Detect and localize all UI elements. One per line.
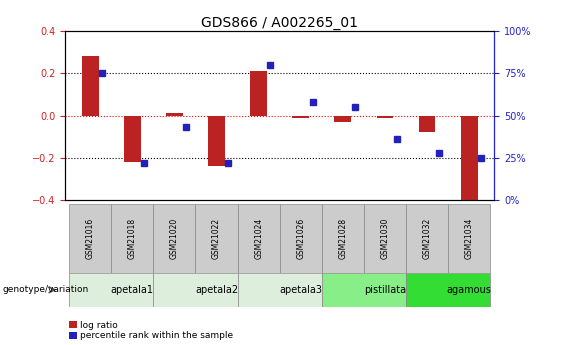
Bar [280, 204, 322, 273]
Bar [292, 116, 309, 118]
Text: apetala2: apetala2 [195, 285, 238, 295]
Text: GSM21020: GSM21020 [170, 217, 179, 259]
Text: GSM21026: GSM21026 [296, 217, 305, 259]
Text: GSM21018: GSM21018 [128, 217, 137, 259]
Text: GSM21016: GSM21016 [86, 217, 95, 259]
Bar [406, 204, 448, 273]
Bar [124, 116, 141, 162]
Bar [250, 71, 267, 116]
Bar [364, 204, 406, 273]
Bar [334, 116, 351, 122]
Text: GSM21028: GSM21028 [338, 217, 347, 259]
Bar [376, 116, 393, 118]
Bar [419, 116, 436, 132]
Text: agamous: agamous [447, 285, 492, 295]
Bar [166, 114, 183, 116]
Text: GSM21034: GSM21034 [464, 217, 473, 259]
Text: apetala3: apetala3 [279, 285, 322, 295]
Bar [322, 204, 364, 273]
Bar [448, 204, 490, 273]
Title: GDS866 / A002265_01: GDS866 / A002265_01 [201, 16, 358, 30]
Text: genotype/variation: genotype/variation [3, 285, 89, 294]
Text: GSM21022: GSM21022 [212, 217, 221, 259]
Text: GSM21030: GSM21030 [380, 217, 389, 259]
Bar [460, 116, 477, 208]
Text: GSM21024: GSM21024 [254, 217, 263, 259]
Bar [208, 116, 225, 166]
Bar [322, 273, 406, 307]
Bar [69, 204, 111, 273]
Text: apetala1: apetala1 [111, 285, 154, 295]
Bar [406, 273, 490, 307]
Bar [237, 204, 280, 273]
Bar [195, 204, 237, 273]
Bar [153, 273, 237, 307]
Bar [153, 204, 195, 273]
Bar [111, 204, 153, 273]
Text: GSM21032: GSM21032 [423, 217, 432, 259]
Text: pistillata: pistillata [364, 285, 406, 295]
Bar [69, 273, 153, 307]
Bar [237, 273, 322, 307]
Bar [82, 56, 99, 116]
Legend: log ratio, percentile rank within the sample: log ratio, percentile rank within the sa… [69, 321, 233, 341]
